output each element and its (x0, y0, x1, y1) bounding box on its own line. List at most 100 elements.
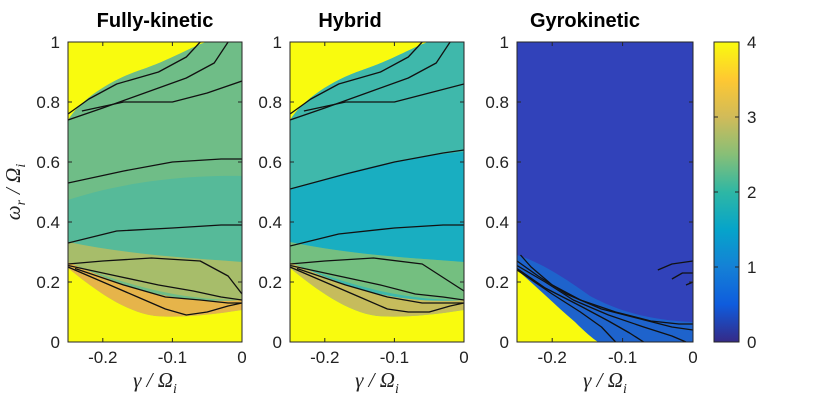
region-bottom-band (68, 262, 242, 317)
y-tick-label: 0.2 (485, 273, 509, 292)
y-label-main: ω (1, 205, 25, 220)
contour-line-c5 (68, 257, 242, 295)
contour-line-boundary-lower (290, 266, 464, 313)
y-tick-label: 0 (51, 333, 60, 352)
y-tick-label: 0.8 (485, 93, 509, 112)
contour-lines (517, 254, 693, 342)
x-tick-label: -0.1 (608, 348, 637, 367)
panel-title: Fully-kinetic (97, 10, 214, 32)
contour-line-c1 (517, 260, 693, 331)
region-lower-band (290, 242, 464, 300)
y-tick-label: 0.4 (36, 213, 60, 232)
y-tick-label: 0 (273, 333, 282, 352)
contour-line-c1 (68, 42, 229, 121)
x-label-main: γ / Ω (355, 368, 395, 392)
y-axis-label-text: ωr / Ωi (1, 164, 29, 221)
region-upper-saturated (290, 42, 428, 120)
colorbar-ticks: 0 1 2 3 4 (714, 33, 756, 352)
axis-ticks: -0.2 -0.1 0 0 0.2 0.4 0.6 0.8 1 (485, 33, 697, 367)
y-tick-label: 0.4 (485, 213, 509, 232)
contour-lines (68, 42, 242, 316)
contour-line-boundary-lower (68, 266, 242, 316)
region-lower-saturated (290, 268, 464, 342)
x-tick-label: -0.2 (538, 348, 567, 367)
contour-line-c7 (296, 267, 464, 304)
x-label-sub: i (395, 382, 399, 397)
contour-line-c3 (290, 149, 464, 190)
contour-line-c3 (68, 158, 242, 184)
x-tick-label: 0 (688, 348, 697, 367)
x-label-sub: i (173, 382, 177, 397)
contour-line-c2 (81, 80, 242, 112)
colorbar: 0 1 2 3 4 (713, 33, 756, 352)
region-middle-band (68, 175, 242, 262)
contour-line-c4 (290, 224, 464, 247)
y-axis-label: ωr / Ωi (1, 164, 29, 221)
y-tick-label: 0.2 (36, 273, 60, 292)
region-lower-saturated (517, 270, 598, 342)
x-axis-label-3: γ / Ωi (583, 368, 627, 397)
plot-area (290, 42, 464, 342)
y-tick-label: 0.8 (258, 93, 282, 112)
axes-box (67, 41, 243, 343)
x-tick-label: 0 (459, 348, 468, 367)
panel-title: Gyrokinetic (530, 10, 640, 32)
colorbar-tick-label: 3 (747, 108, 756, 127)
region-lower-saturated (68, 268, 242, 342)
panel-fully-kinetic: Fully-kinetic -0.2 -0.1 0 0 0.2 0.4 0.6 0.8 1 (36, 10, 246, 367)
contour-line-outer (520, 254, 693, 325)
contour-line-c2 (303, 83, 464, 112)
contour-line-boundary-upper (68, 42, 201, 115)
x-axis-label-2: γ / Ωi (355, 368, 399, 397)
colorbar-tick-label: 0 (747, 333, 756, 352)
y-label-denom: / Ω (1, 168, 25, 195)
colorbar-gradient (714, 42, 739, 342)
contour-lines (290, 42, 464, 313)
contour-line-c1 (290, 42, 451, 121)
x-label-main: γ / Ω (133, 368, 173, 392)
y-tick-label: 0.6 (36, 153, 60, 172)
contour-line-c6 (68, 264, 242, 301)
x-tick-label: -0.2 (88, 348, 117, 367)
colorbar-tick-label: 2 (747, 183, 756, 202)
panel-gyrokinetic: Gyrokinetic -0.2 -0.1 0 0 0.2 0.4 0.6 0.8 1 (485, 10, 697, 367)
y-tick-label: 1 (273, 33, 282, 52)
y-label-denom-sub: i (14, 164, 29, 168)
y-tick-label: 0.4 (258, 213, 282, 232)
colorbar-tick-label: 1 (747, 258, 756, 277)
contour-line-c3 (517, 267, 645, 342)
contour-line-c2 (517, 264, 687, 342)
x-tick-label: -0.1 (380, 348, 409, 367)
contour-line-c5 (657, 260, 693, 271)
y-tick-label: 0 (500, 333, 509, 352)
contour-line-c4 (68, 224, 242, 244)
axes-box (289, 41, 465, 343)
panel-hybrid: Hybrid -0.2 -0.1 0 0 0.2 0.4 0.6 0.8 1 (258, 10, 468, 367)
y-tick-label: 1 (500, 33, 509, 52)
x-tick-label: -0.2 (310, 348, 339, 367)
contour-line-c6 (671, 272, 693, 280)
colorbar-tick-label: 4 (747, 33, 756, 52)
y-tick-label: 0.2 (258, 273, 282, 292)
y-tick-label: 1 (51, 33, 60, 52)
contour-line-c5 (290, 257, 464, 292)
plot-area (68, 42, 242, 342)
x-label-sub: i (623, 382, 627, 397)
region-middle-band (290, 152, 464, 262)
x-tick-label: -0.1 (158, 348, 187, 367)
y-tick-label: 0.6 (485, 153, 509, 172)
x-tick-label: 0 (237, 348, 246, 367)
y-label-sub: r (14, 199, 29, 205)
y-tick-label: 0.8 (36, 93, 60, 112)
region-lower-band (68, 242, 242, 300)
x-axis-label-1: γ / Ωi (133, 368, 177, 397)
axis-ticks: -0.2 -0.1 0 0 0.2 0.4 0.6 0.8 1 (258, 33, 468, 367)
plot-area (517, 42, 693, 342)
x-label-main: γ / Ω (583, 368, 623, 392)
y-tick-label: 0.6 (258, 153, 282, 172)
contour-line-c6 (290, 264, 464, 301)
axes-box (516, 41, 694, 343)
axis-ticks: -0.2 -0.1 0 0 0.2 0.4 0.6 0.8 1 (36, 33, 246, 367)
panel-title: Hybrid (318, 10, 381, 32)
